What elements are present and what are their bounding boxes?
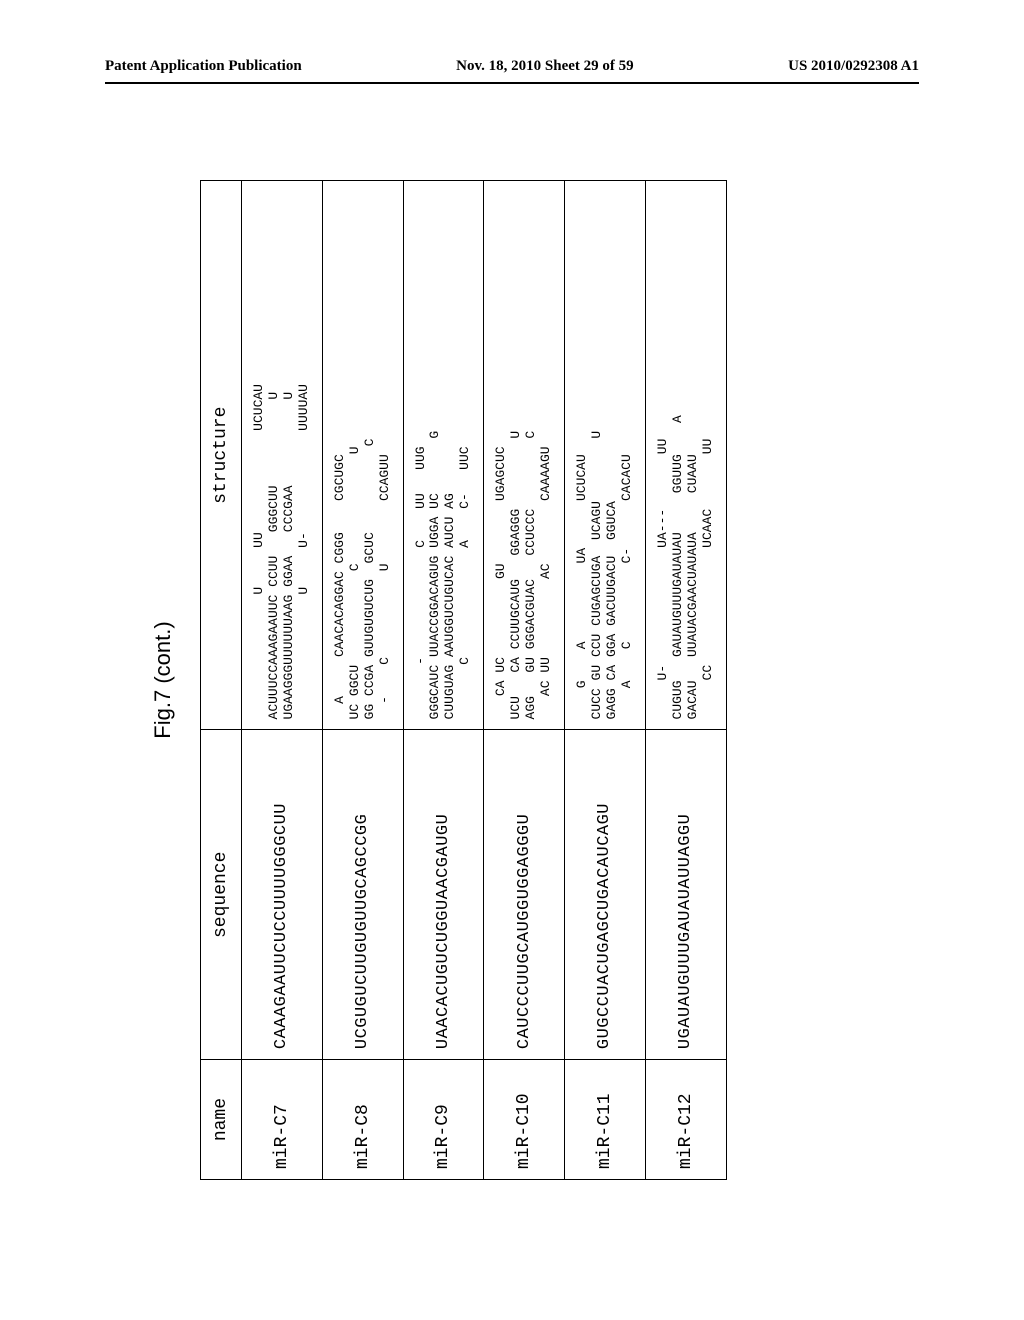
col-structure: structure xyxy=(201,181,242,730)
cell-seq: UAACACUGUCUGGUAACGAUGU xyxy=(403,730,484,1060)
figure-area: Fig.7 (cont.) name sequence structure mi… xyxy=(10,320,1010,1040)
table-row: miR-C7 CAAAGAAUUCUCCUUUUGGGCUU U UU UCUC… xyxy=(242,181,323,1180)
cell-seq: GUGCCUACUGAGCUGACAUCAGU xyxy=(565,730,646,1060)
table-row: miR-C8 UCGUGUCUUGUGUUGCAGCCGG A CAACACAG… xyxy=(322,181,403,1180)
page-header: Patent Application Publication Nov. 18, … xyxy=(105,58,919,75)
cell-struc: CA UC GU UGAGCUC UCU CA CCUUGCAUG GGAGGG… xyxy=(484,181,565,730)
cell-struc: U- UA--- UU CUGUG GAUAUGUUUGAUAUAU GGUUG… xyxy=(645,181,726,730)
cell-struc: A CAACACAGGAC CGGG CGCUGC UC GGCU C U GG… xyxy=(322,181,403,730)
table-row: miR-C11 GUGCCUACUGAGCUGACAUCAGU G A UA U… xyxy=(565,181,646,1180)
cell-seq: UCGUGUCUUGUGUUGCAGCCGG xyxy=(322,730,403,1060)
table-row: miR-C12 UGAUAUGUUUGAUAUAUUAGGU U- UA--- … xyxy=(645,181,726,1180)
cell-seq: CAUCCCUUGCAUGGUGGAGGGU xyxy=(484,730,565,1060)
header-rule xyxy=(105,82,919,84)
cell-name: miR-C10 xyxy=(484,1060,565,1180)
figure-title: Fig.7 (cont.) xyxy=(150,180,176,1180)
table-row: miR-C9 UAACACUGUCUGGUAACGAUGU - C UU UUG… xyxy=(403,181,484,1180)
header-right: US 2010/0292308 A1 xyxy=(788,58,919,75)
cell-name: miR-C9 xyxy=(403,1060,484,1180)
rna-table: name sequence structure miR-C7 CAAAGAAUU… xyxy=(200,180,727,1180)
cell-seq: UGAUAUGUUUGAUAUAUUAGGU xyxy=(645,730,726,1060)
col-sequence: sequence xyxy=(201,730,242,1060)
col-name: name xyxy=(201,1060,242,1180)
header-left: Patent Application Publication xyxy=(105,58,302,75)
cell-name: miR-C11 xyxy=(565,1060,646,1180)
cell-name: miR-C12 xyxy=(645,1060,726,1180)
header-center: Nov. 18, 2010 Sheet 29 of 59 xyxy=(456,58,634,75)
cell-struc: - C UU UUG GGGCAUC UUACCGGACAGUG UGGA UC… xyxy=(403,181,484,730)
table-header-row: name sequence structure xyxy=(201,181,242,1180)
table-row: miR-C10 CAUCCCUUGCAUGGUGGAGGGU CA UC GU … xyxy=(484,181,565,1180)
cell-name: miR-C8 xyxy=(322,1060,403,1180)
cell-struc: G A UA UCUCAU CUCC GU CCU CUGAGCUGA UCAG… xyxy=(565,181,646,730)
cell-name: miR-C7 xyxy=(242,1060,323,1180)
cell-struc: U UU UCUCAU ACUUUCCAAAGAAUUC CCUU GGGCUU… xyxy=(242,181,323,730)
cell-seq: CAAAGAAUUCUCCUUUUGGGCUU xyxy=(242,730,323,1060)
page: Patent Application Publication Nov. 18, … xyxy=(0,0,1024,1320)
